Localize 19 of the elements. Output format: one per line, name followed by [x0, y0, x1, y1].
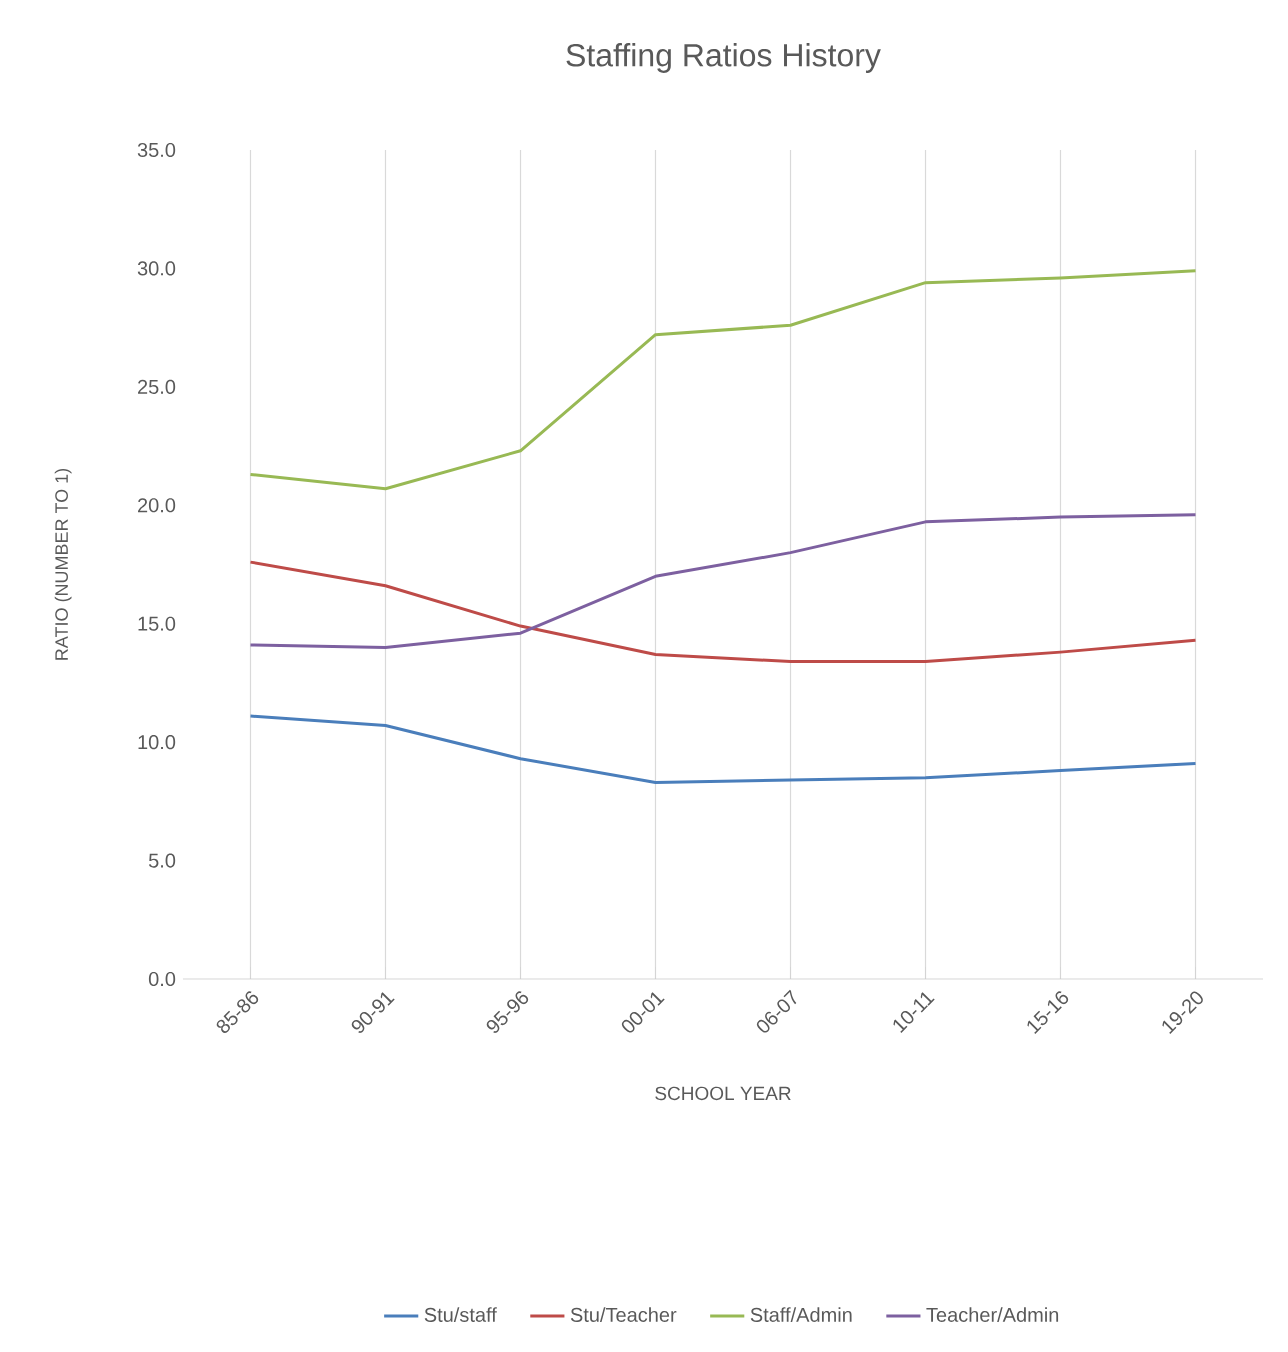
line-series — [249, 560, 1198, 664]
legend-label: Staff/Admin — [750, 1307, 852, 1322]
y-axis-title: RATIO (NUMBER TO 1) — [54, 468, 72, 660]
y-tick-label: 5.0 — [148, 853, 176, 868]
legend-label: Stu/staff — [424, 1307, 497, 1322]
y-tick-label: 30.0 — [137, 261, 176, 276]
y-tick-label: 25.0 — [138, 379, 176, 394]
y-tick-label: 20.0 — [138, 498, 176, 513]
line-series — [249, 513, 1198, 649]
line-series — [249, 714, 1198, 784]
y-tick-label: 35.0 — [137, 142, 176, 158]
y-tick-label: 10.0 — [138, 735, 176, 750]
legend-label: Teacher/Admin — [926, 1307, 1059, 1322]
y-tick-label: 0.0 — [148, 971, 176, 987]
y-tick-label: 15.0 — [138, 616, 176, 631]
legend-label: Stu/Teacher — [570, 1307, 677, 1322]
chart-title: Staffing Ratios History — [566, 43, 881, 73]
x-axis-title: SCHOOL YEAR — [655, 1086, 791, 1101]
line-series — [249, 269, 1198, 491]
